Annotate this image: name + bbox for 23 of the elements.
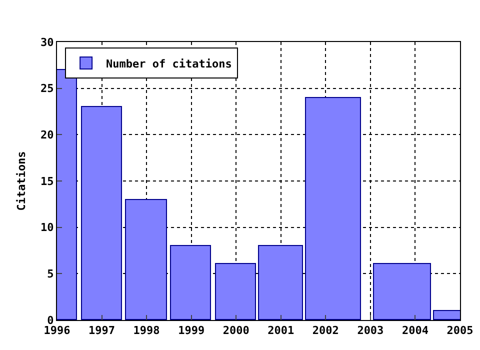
y-tick-label: 15 bbox=[40, 174, 54, 188]
x-tick-label: 2000 bbox=[222, 324, 250, 338]
x-tick-label: 1998 bbox=[133, 324, 160, 338]
y-axis-title: Citations bbox=[15, 151, 28, 211]
x-tick-label: 2001 bbox=[268, 324, 295, 338]
x-tick-label: 2005 bbox=[446, 324, 474, 338]
x-tick-label: 2004 bbox=[402, 324, 429, 338]
x-tick-label: 2003 bbox=[357, 324, 384, 338]
y-tick-label: 30 bbox=[40, 36, 54, 49]
legend-label: Number of citations bbox=[106, 57, 232, 70]
y-tick-label: 10 bbox=[40, 221, 54, 234]
bar bbox=[125, 199, 167, 320]
y-tick-label: 20 bbox=[40, 128, 54, 142]
x-tick-label: 2002 bbox=[312, 324, 339, 338]
x-tick-label: 1999 bbox=[178, 324, 205, 338]
x-tick-label: 1997 bbox=[88, 324, 116, 338]
x-tick-label: 1996 bbox=[44, 324, 71, 338]
bar bbox=[81, 106, 122, 320]
bar bbox=[215, 263, 256, 320]
bar bbox=[170, 245, 211, 320]
y-tick-label: 0 bbox=[47, 314, 54, 327]
y-tick-label: 5 bbox=[47, 268, 54, 281]
y-tick-label: 25 bbox=[40, 82, 54, 96]
